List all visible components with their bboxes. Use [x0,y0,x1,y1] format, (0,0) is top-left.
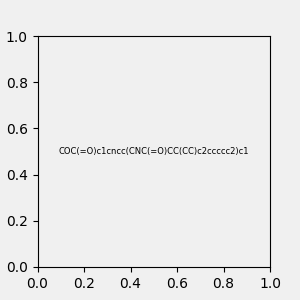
Text: COC(=O)c1cncc(CNC(=O)CC(CC)c2ccccc2)c1: COC(=O)c1cncc(CNC(=O)CC(CC)c2ccccc2)c1 [58,147,249,156]
